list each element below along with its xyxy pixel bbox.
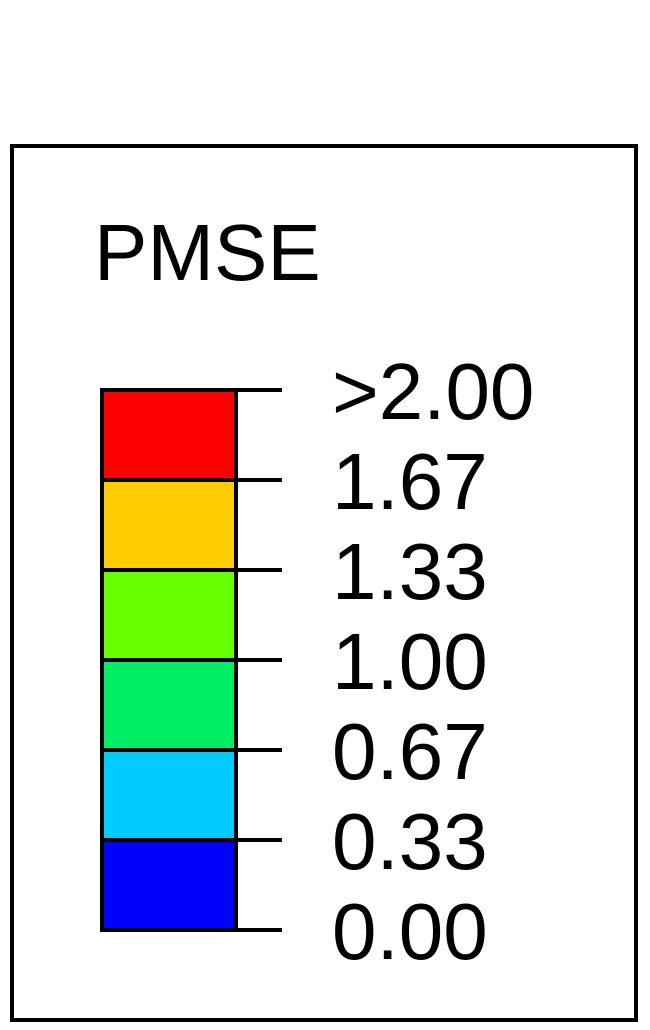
legend-swatch bbox=[100, 748, 238, 842]
legend-tick-label: 0.33 bbox=[332, 797, 488, 886]
legend-tick-label: 0.67 bbox=[332, 707, 488, 796]
legend-swatch bbox=[100, 478, 238, 572]
legend-tick-labels: >2.001.671.331.000.670.330.00 bbox=[332, 347, 534, 976]
legend-swatch bbox=[100, 388, 238, 482]
legend-swatch bbox=[100, 838, 238, 932]
legend-tick-label: 0.00 bbox=[332, 887, 488, 976]
legend-title: PMSE bbox=[94, 208, 321, 297]
legend-ticks bbox=[236, 388, 282, 932]
legend-swatch bbox=[100, 658, 238, 752]
legend-tick-label: 1.67 bbox=[332, 437, 488, 526]
legend-tick-label: 1.00 bbox=[332, 617, 488, 706]
color-swatches bbox=[100, 388, 238, 932]
legend-tick-label: 1.33 bbox=[332, 527, 488, 616]
legend-swatch bbox=[100, 568, 238, 662]
legend-tick-label: >2.00 bbox=[332, 347, 534, 436]
